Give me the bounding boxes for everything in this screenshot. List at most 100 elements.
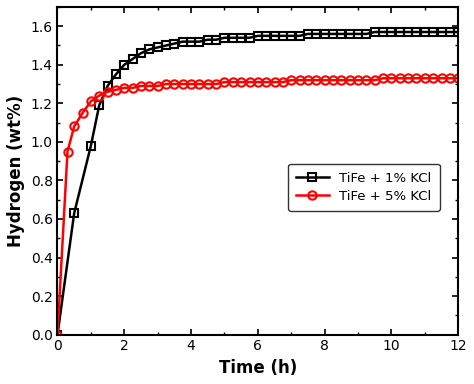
TiFe + 1% KCl (372, 30, 378, 34)
TiFe + 1% KCl (155, 45, 161, 50)
TiFe + 1% KCl (305, 31, 311, 36)
TiFe + 1% KCl (322, 31, 328, 36)
TiFe + 1% KCl (447, 30, 453, 34)
TiFe + 5% KCl (447, 76, 453, 81)
TiFe + 5% KCl (222, 80, 228, 84)
TiFe + 1% KCl (313, 31, 319, 36)
TiFe + 1% KCl (205, 37, 210, 42)
TiFe + 5% KCl (272, 80, 277, 84)
TiFe + 5% KCl (330, 78, 336, 83)
TiFe + 1% KCl (222, 35, 228, 40)
TiFe + 5% KCl (405, 76, 411, 81)
TiFe + 5% KCl (414, 76, 419, 81)
TiFe + 1% KCl (105, 84, 110, 88)
TiFe + 1% KCl (397, 30, 402, 34)
TiFe + 5% KCl (55, 332, 60, 337)
TiFe + 5% KCl (96, 93, 102, 98)
TiFe + 1% KCl (197, 39, 202, 44)
TiFe + 1% KCl (188, 39, 194, 44)
TiFe + 1% KCl (422, 30, 428, 34)
TiFe + 1% KCl (230, 35, 236, 40)
TiFe + 5% KCl (264, 80, 269, 84)
TiFe + 1% KCl (88, 144, 94, 148)
TiFe + 5% KCl (172, 82, 177, 86)
TiFe + 1% KCl (255, 33, 261, 38)
TiFe + 1% KCl (430, 30, 436, 34)
TiFe + 5% KCl (288, 78, 294, 83)
TiFe + 1% KCl (146, 47, 152, 52)
TiFe + 1% KCl (55, 332, 60, 337)
TiFe + 5% KCl (205, 82, 210, 86)
TiFe + 5% KCl (355, 78, 361, 83)
TiFe + 5% KCl (380, 76, 386, 81)
TiFe + 5% KCl (80, 111, 85, 115)
TiFe + 5% KCl (121, 86, 127, 90)
TiFe + 5% KCl (430, 76, 436, 81)
TiFe + 5% KCl (422, 76, 428, 81)
TiFe + 1% KCl (121, 63, 127, 67)
TiFe + 1% KCl (180, 39, 185, 44)
TiFe + 1% KCl (238, 35, 244, 40)
Legend: TiFe + 1% KCl, TiFe + 5% KCl: TiFe + 1% KCl, TiFe + 5% KCl (288, 164, 439, 211)
TiFe + 1% KCl (280, 33, 286, 38)
TiFe + 1% KCl (113, 72, 119, 77)
TiFe + 1% KCl (439, 30, 445, 34)
TiFe + 5% KCl (313, 78, 319, 83)
TiFe + 1% KCl (213, 37, 219, 42)
TiFe + 1% KCl (163, 43, 169, 48)
TiFe + 5% KCl (130, 86, 136, 90)
TiFe + 1% KCl (288, 33, 294, 38)
TiFe + 5% KCl (230, 80, 236, 84)
TiFe + 1% KCl (380, 30, 386, 34)
TiFe + 1% KCl (355, 31, 361, 36)
TiFe + 1% KCl (338, 31, 344, 36)
TiFe + 5% KCl (64, 149, 70, 154)
TiFe + 5% KCl (105, 89, 110, 94)
TiFe + 1% KCl (297, 33, 302, 38)
TiFe + 5% KCl (163, 82, 169, 86)
TiFe + 1% KCl (138, 51, 144, 56)
TiFe + 1% KCl (364, 31, 369, 36)
TiFe + 5% KCl (322, 78, 328, 83)
TiFe + 5% KCl (72, 124, 77, 129)
TiFe + 1% KCl (272, 33, 277, 38)
TiFe + 5% KCl (297, 78, 302, 83)
TiFe + 5% KCl (155, 84, 161, 88)
TiFe + 5% KCl (113, 88, 119, 92)
TiFe + 5% KCl (188, 82, 194, 86)
TiFe + 5% KCl (372, 78, 378, 83)
TiFe + 1% KCl (456, 30, 461, 34)
TiFe + 1% KCl (347, 31, 353, 36)
TiFe + 5% KCl (338, 78, 344, 83)
TiFe + 5% KCl (213, 82, 219, 86)
TiFe + 1% KCl (264, 33, 269, 38)
X-axis label: Time (h): Time (h) (219, 359, 297, 377)
TiFe + 5% KCl (146, 84, 152, 88)
TiFe + 5% KCl (347, 78, 353, 83)
TiFe + 5% KCl (280, 80, 286, 84)
TiFe + 5% KCl (397, 76, 402, 81)
TiFe + 1% KCl (130, 57, 136, 61)
Y-axis label: Hydrogen (wt%): Hydrogen (wt%) (7, 95, 25, 247)
TiFe + 5% KCl (364, 78, 369, 83)
Line: TiFe + 1% KCl: TiFe + 1% KCl (53, 28, 463, 339)
TiFe + 5% KCl (305, 78, 311, 83)
TiFe + 1% KCl (96, 103, 102, 108)
TiFe + 5% KCl (456, 76, 461, 81)
TiFe + 1% KCl (414, 30, 419, 34)
TiFe + 5% KCl (180, 82, 185, 86)
TiFe + 5% KCl (238, 80, 244, 84)
Line: TiFe + 5% KCl: TiFe + 5% KCl (53, 74, 463, 339)
TiFe + 1% KCl (246, 35, 252, 40)
TiFe + 5% KCl (88, 99, 94, 104)
TiFe + 1% KCl (389, 30, 394, 34)
TiFe + 5% KCl (246, 80, 252, 84)
TiFe + 1% KCl (330, 31, 336, 36)
TiFe + 5% KCl (197, 82, 202, 86)
TiFe + 1% KCl (172, 41, 177, 46)
TiFe + 1% KCl (72, 211, 77, 215)
TiFe + 5% KCl (439, 76, 445, 81)
TiFe + 1% KCl (405, 30, 411, 34)
TiFe + 5% KCl (389, 76, 394, 81)
TiFe + 5% KCl (255, 80, 261, 84)
